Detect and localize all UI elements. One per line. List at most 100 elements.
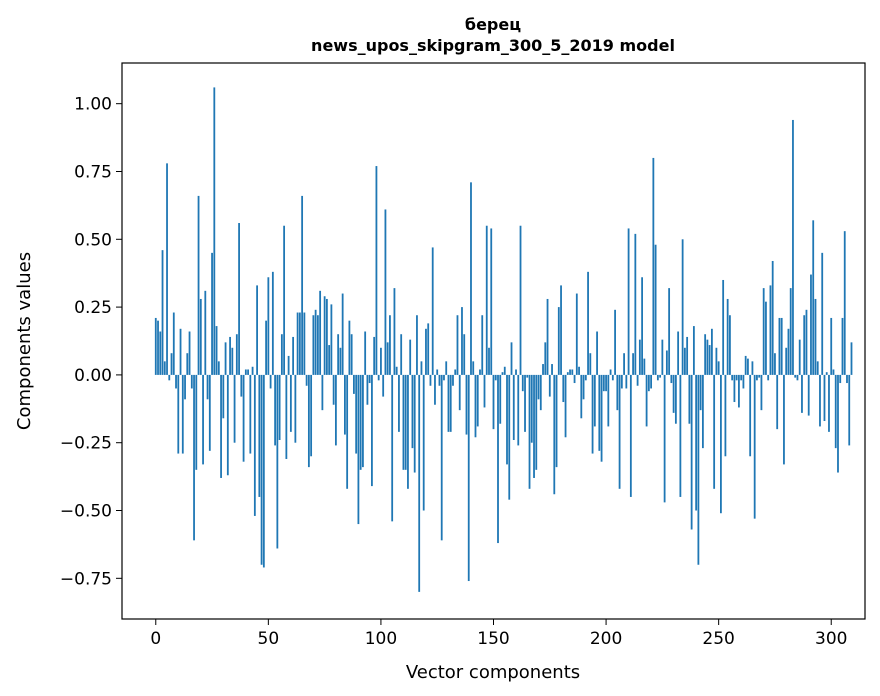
bar bbox=[407, 374, 409, 489]
bar bbox=[357, 374, 360, 525]
bar bbox=[816, 361, 819, 375]
bar bbox=[172, 312, 175, 375]
bar bbox=[776, 374, 779, 430]
bar bbox=[720, 374, 722, 514]
bar bbox=[699, 374, 702, 411]
bar bbox=[726, 298, 729, 375]
bar bbox=[188, 331, 191, 375]
bar bbox=[724, 374, 727, 457]
bar bbox=[546, 298, 549, 375]
bar bbox=[258, 374, 261, 497]
bar bbox=[233, 374, 236, 443]
bar bbox=[749, 374, 752, 457]
bar bbox=[542, 364, 544, 375]
bar bbox=[262, 374, 265, 568]
x-tick-label: 150 bbox=[477, 629, 509, 649]
bar bbox=[821, 252, 824, 375]
x-tick-label: 50 bbox=[258, 629, 280, 649]
bar bbox=[386, 342, 389, 375]
bar bbox=[535, 374, 538, 470]
bar bbox=[170, 353, 173, 375]
bar bbox=[762, 288, 765, 375]
bar bbox=[715, 347, 718, 375]
bar bbox=[796, 374, 799, 381]
bar bbox=[695, 374, 698, 511]
bar bbox=[533, 374, 535, 478]
bar bbox=[810, 274, 812, 375]
bar bbox=[765, 301, 767, 375]
bar bbox=[850, 342, 853, 375]
bar bbox=[353, 374, 355, 394]
bar bbox=[686, 336, 689, 375]
bar bbox=[841, 317, 844, 375]
bar bbox=[267, 277, 270, 375]
bar bbox=[280, 334, 283, 375]
y-tick-label: 0.75 bbox=[74, 162, 112, 182]
bar bbox=[294, 374, 297, 443]
bar bbox=[663, 374, 666, 503]
bar bbox=[778, 317, 781, 375]
bar bbox=[645, 374, 648, 427]
bar bbox=[427, 323, 430, 375]
bar bbox=[605, 374, 607, 392]
bar bbox=[276, 374, 279, 549]
bar bbox=[837, 374, 839, 473]
bar bbox=[247, 369, 249, 375]
bar bbox=[447, 374, 450, 432]
bar bbox=[483, 374, 486, 408]
bar bbox=[823, 374, 826, 422]
bar bbox=[830, 317, 833, 375]
bar bbox=[449, 374, 452, 432]
bar bbox=[524, 374, 526, 432]
bar bbox=[512, 374, 515, 440]
bar bbox=[735, 374, 738, 381]
bar bbox=[452, 374, 454, 386]
bar bbox=[665, 350, 668, 375]
bar bbox=[206, 374, 209, 400]
bar bbox=[683, 347, 686, 375]
bar bbox=[224, 342, 227, 375]
bar bbox=[668, 288, 671, 375]
bar bbox=[740, 374, 743, 381]
bar bbox=[434, 374, 436, 405]
bar bbox=[330, 304, 333, 375]
bar bbox=[564, 374, 567, 438]
bar bbox=[544, 342, 547, 375]
bar bbox=[402, 374, 405, 470]
bar bbox=[537, 374, 540, 400]
bar bbox=[738, 374, 740, 408]
bar bbox=[229, 336, 231, 375]
y-tick-label: 0.25 bbox=[74, 298, 112, 318]
bar bbox=[199, 298, 202, 375]
bar bbox=[348, 320, 351, 375]
bar bbox=[391, 374, 394, 522]
bar bbox=[528, 374, 531, 489]
bar bbox=[560, 285, 562, 375]
bar bbox=[289, 374, 292, 432]
bar bbox=[334, 374, 337, 446]
bar bbox=[231, 347, 234, 375]
bar bbox=[422, 374, 425, 511]
bar bbox=[465, 374, 468, 435]
bar bbox=[499, 374, 502, 424]
bar bbox=[371, 374, 373, 487]
bar bbox=[343, 374, 346, 435]
bar bbox=[517, 374, 520, 446]
bar bbox=[607, 374, 610, 427]
bar bbox=[323, 296, 326, 375]
bar bbox=[832, 369, 835, 375]
bar bbox=[593, 374, 596, 427]
bar bbox=[168, 374, 171, 381]
bar bbox=[798, 339, 801, 375]
bar bbox=[186, 353, 189, 375]
bar bbox=[571, 369, 574, 375]
bar bbox=[190, 374, 193, 389]
bar bbox=[780, 317, 783, 375]
bar bbox=[431, 247, 434, 375]
bar bbox=[717, 361, 720, 375]
bar bbox=[398, 374, 400, 432]
bar bbox=[359, 374, 362, 470]
bar bbox=[420, 361, 423, 375]
bar bbox=[283, 225, 286, 375]
bar bbox=[416, 315, 418, 375]
